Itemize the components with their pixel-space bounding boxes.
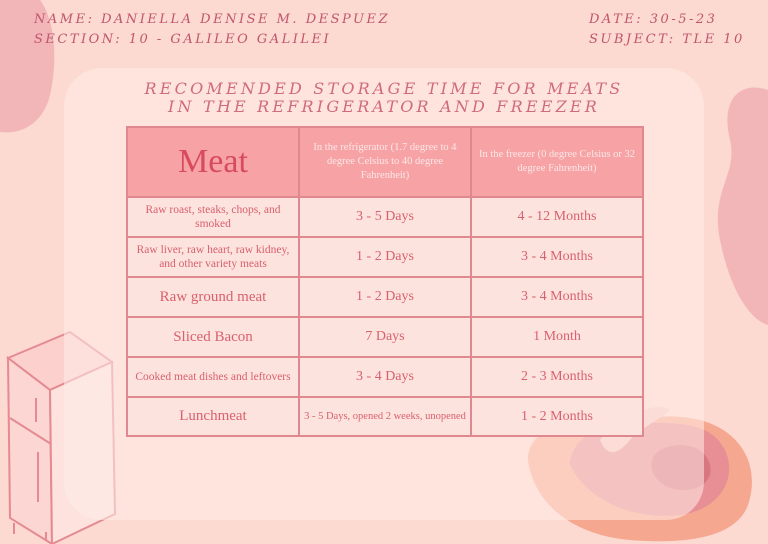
page-title: RECOMENDED STORAGE TIME FOR MEATS IN THE… [84, 80, 684, 116]
right-blob [717, 87, 768, 325]
storage-time-table: Meat In the refrigerator (1.7 degree to … [126, 126, 644, 437]
header-freezer: In the freezer (0 degree Celsius or 32 d… [470, 126, 644, 198]
table-header-row: Meat In the refrigerator (1.7 degree to … [126, 126, 644, 198]
row-freezer: 2 - 3 Months [470, 356, 644, 398]
title-line-2: IN THE REFRIGERATOR AND FREEZER [167, 97, 601, 116]
row-freezer: 3 - 4 Months [470, 236, 644, 278]
row-refrigerator: 3 - 5 Days, opened 2 weeks, unopened [298, 396, 472, 437]
table-row: Sliced Bacon 7 Days 1 Month [126, 316, 644, 358]
row-freezer: 4 - 12 Months [470, 196, 644, 238]
row-meat: Lunchmeat [126, 396, 300, 437]
table-row: Raw roast, steaks, chops, and smoked 3 -… [126, 196, 644, 238]
table-row: Lunchmeat 3 - 5 Days, opened 2 weeks, un… [126, 396, 644, 437]
row-freezer: 3 - 4 Months [470, 276, 644, 318]
table-row: Raw liver, raw heart, raw kidney, and ot… [126, 236, 644, 278]
section-label: SECTION: 10 - GALILEO GALILEI [34, 32, 332, 47]
table-row: Cooked meat dishes and leftovers 3 - 4 D… [126, 356, 644, 398]
row-meat: Raw liver, raw heart, raw kidney, and ot… [126, 236, 300, 278]
table-row: Raw ground meat 1 - 2 Days 3 - 4 Months [126, 276, 644, 318]
row-refrigerator: 3 - 5 Days [298, 196, 472, 238]
row-freezer: 1 - 2 Months [470, 396, 644, 437]
title-line-1: RECOMENDED STORAGE TIME FOR MEATS [144, 79, 624, 98]
header-refrigerator: In the refrigerator (1.7 degree to 4 deg… [298, 126, 472, 198]
row-refrigerator: 1 - 2 Days [298, 236, 472, 278]
row-meat: Sliced Bacon [126, 316, 300, 358]
header-meat: Meat [126, 126, 300, 198]
top-left-blob [0, 0, 55, 133]
row-meat: Cooked meat dishes and leftovers [126, 356, 300, 398]
subject-label: SUBJECT: TLE 10 [589, 32, 745, 47]
date-label: DATE: 30-5-23 [589, 12, 718, 27]
row-refrigerator: 1 - 2 Days [298, 276, 472, 318]
row-meat: Raw ground meat [126, 276, 300, 318]
row-refrigerator: 3 - 4 Days [298, 356, 472, 398]
row-meat: Raw roast, steaks, chops, and smoked [126, 196, 300, 238]
row-refrigerator: 7 Days [298, 316, 472, 358]
row-freezer: 1 Month [470, 316, 644, 358]
student-name: NAME: DANIELLA DENISE M. DESPUEZ [34, 12, 391, 27]
